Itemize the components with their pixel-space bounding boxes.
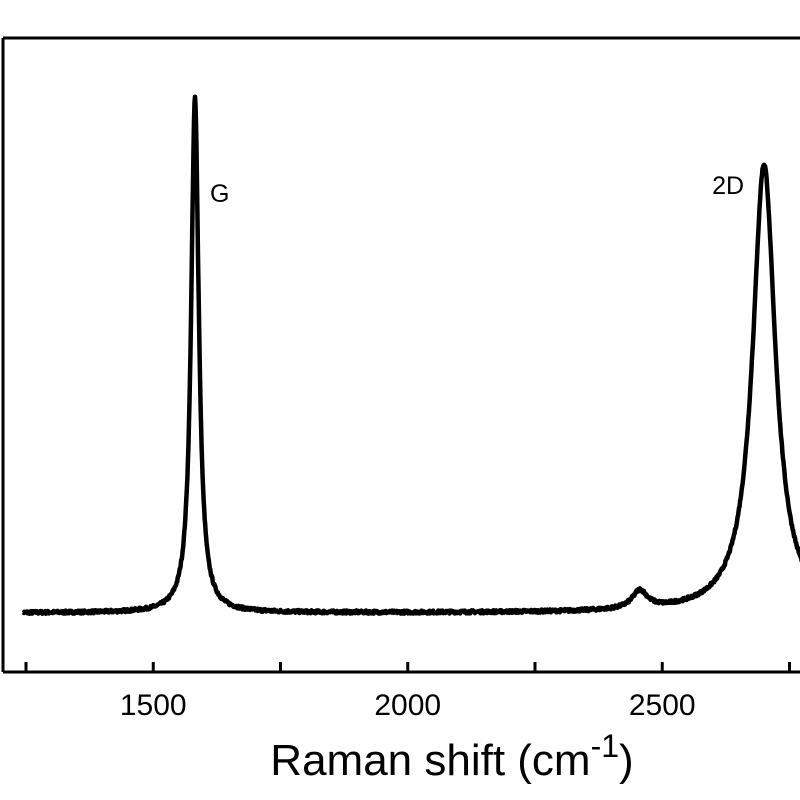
x-axis-tick-labels: 1500 2000 2500: [120, 689, 696, 722]
peak-label-g: G: [210, 180, 229, 208]
x-axis-ticks: [24, 662, 791, 672]
x-axis-title: Raman shift (cm-1): [270, 728, 633, 785]
peak-label-2d: 2D: [712, 172, 744, 200]
plot-frame: [1, 36, 800, 674]
spectrum-line: [21, 94, 800, 617]
peak-annotations: G 2D: [210, 172, 744, 208]
x-tick-label: 2000: [374, 689, 441, 722]
x-tick-label: 2500: [629, 689, 696, 722]
x-tick-label: 1500: [120, 689, 187, 722]
